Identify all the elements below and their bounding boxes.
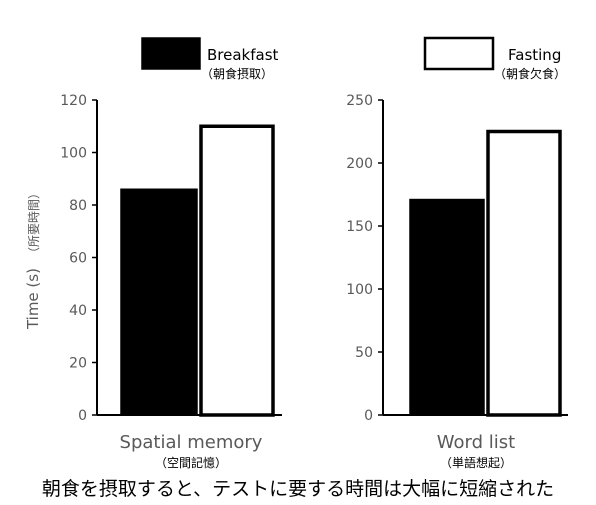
y-tick-label: 80 xyxy=(69,198,87,214)
category-sublabel-word-list: （単語想起） xyxy=(440,455,512,470)
y-tick-label: 150 xyxy=(346,219,373,235)
y-tick-label: 100 xyxy=(60,146,87,162)
legend-swatch-fasting xyxy=(423,36,495,71)
legend-sublabel-breakfast: （朝食摂取） xyxy=(201,66,273,81)
legend-label-fasting: Fasting xyxy=(508,46,561,64)
legend-label-breakfast: Breakfast xyxy=(207,46,279,64)
y-tick-label: 20 xyxy=(69,356,87,372)
y-tick-label: 120 xyxy=(60,93,87,109)
y-tick-label: 0 xyxy=(364,408,373,424)
category-label-word-list: Word list xyxy=(437,432,515,453)
legend-swatch-breakfast xyxy=(141,37,201,70)
y-tick-label: 0 xyxy=(78,408,87,424)
y-tick-label: 40 xyxy=(69,303,87,319)
figure-caption: 朝食を摂取すると、テストに要する時間は大幅に短縮された xyxy=(41,478,555,500)
bar-word-list-breakfast xyxy=(409,198,485,416)
chart-word-list: 0 50 100 150 200 250 xyxy=(346,93,568,424)
chart-spatial-memory: 0 20 40 60 80 100 120 xyxy=(60,93,282,424)
y-tick-label: 100 xyxy=(346,282,373,298)
y-tick-label: 60 xyxy=(69,251,87,267)
y-tick-label: 250 xyxy=(346,93,373,109)
bar-spatial-memory-fasting xyxy=(199,124,275,417)
y-axis-label: Time (s) xyxy=(24,268,42,330)
y-tick-label: 50 xyxy=(355,345,373,361)
y-tick-label: 200 xyxy=(346,156,373,172)
legend: Breakfast （朝食摂取） Fasting （朝食欠食） xyxy=(141,36,566,81)
bar-spatial-memory-breakfast xyxy=(120,188,198,416)
y-axis-title: Time (s) （所要時間） xyxy=(23,187,42,330)
legend-sublabel-fasting: （朝食欠食） xyxy=(494,66,566,81)
svg-text:Time (s) （所要時間）: Time (s) （所要時間） xyxy=(23,187,42,330)
category-sublabel-spatial-memory: （空間記憶） xyxy=(155,455,227,470)
y-axis-sublabel: （所要時間） xyxy=(27,187,41,259)
category-label-spatial-memory: Spatial memory xyxy=(120,432,263,453)
bar-word-list-fasting xyxy=(486,129,562,417)
